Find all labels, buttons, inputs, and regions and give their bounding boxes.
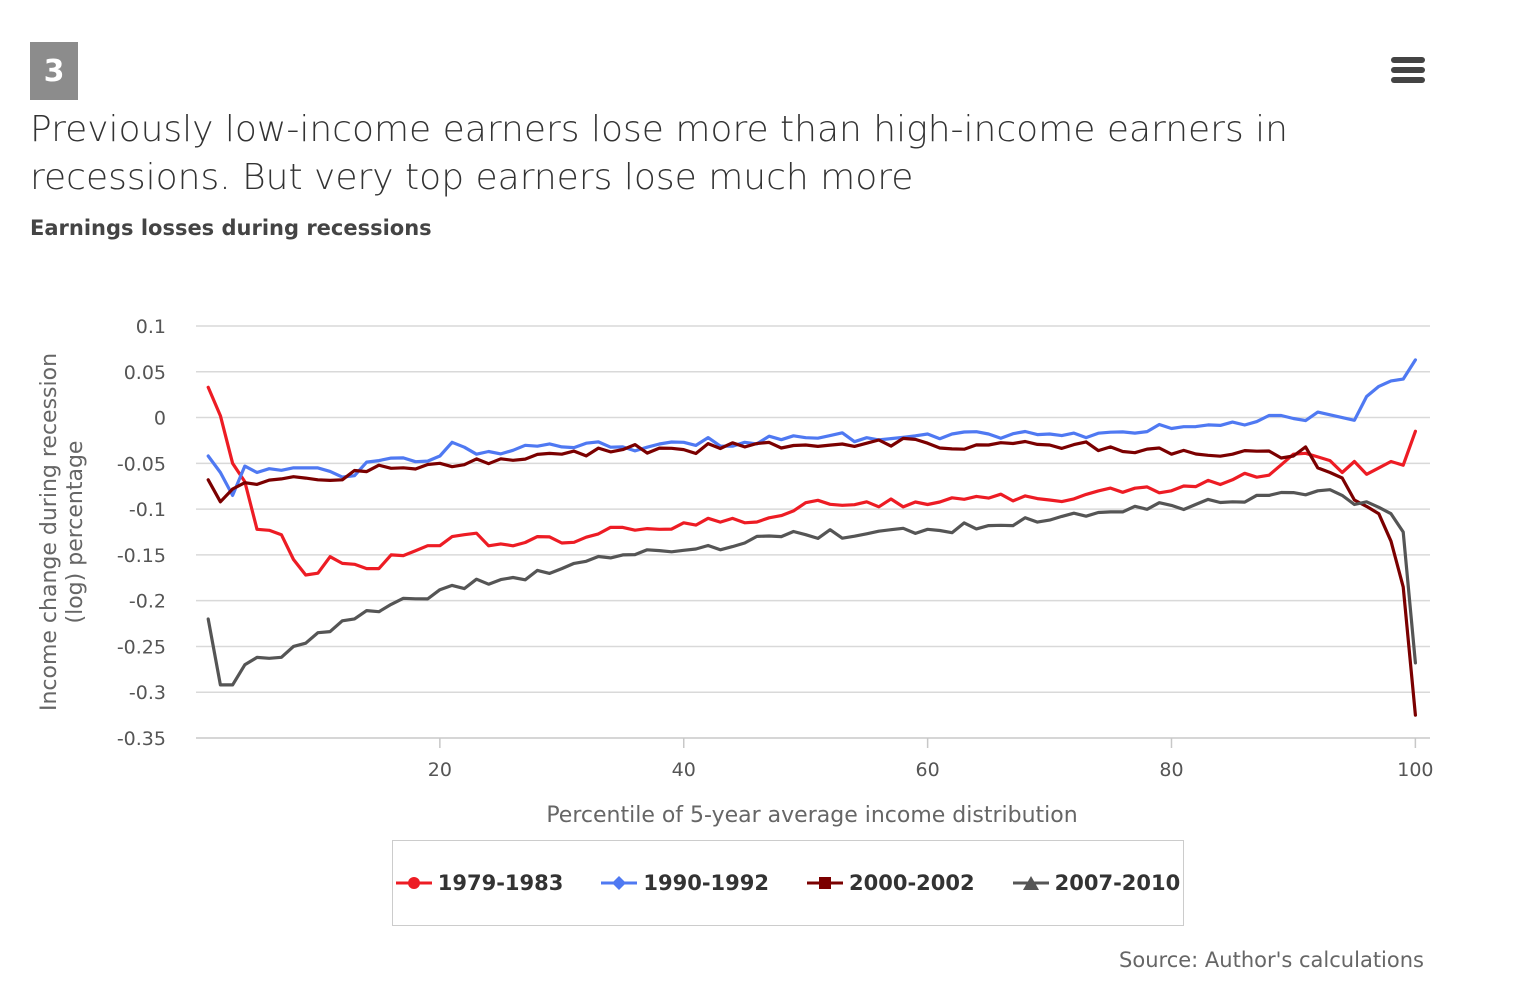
chart-subtitle: Earnings losses during recessions [30, 216, 432, 240]
y-axis-label: Income change during recession (log) per… [37, 353, 88, 711]
y-tick-label: 0 [154, 408, 166, 430]
legend-label: 1979-1983 [437, 871, 564, 895]
legend-label: 1990-1992 [643, 871, 769, 895]
legend-label: 2000-2002 [849, 871, 975, 895]
square-marker-icon [807, 877, 843, 889]
triangle-marker-icon [1012, 876, 1049, 890]
x-tick-label: 100 [1397, 759, 1433, 781]
x-axis-ticks: 20 40 60 80 100 [428, 738, 1434, 781]
x-tick-label: 80 [1159, 759, 1183, 781]
y-tick-label: 0.05 [124, 362, 166, 384]
diamond-marker-icon [601, 876, 638, 890]
hamburger-icon [1391, 57, 1425, 63]
hamburger-icon [1391, 77, 1425, 83]
series-line-1990-1992 [206, 358, 1417, 497]
y-axis-ticks: 0.1 0.05 0 -0.05 -0.1 -0.15 -0.2 -0.25 -0.3 -0.35 [117, 316, 166, 750]
y-tick-label: -0.25 [117, 636, 166, 658]
circle-marker-icon [395, 877, 432, 889]
series-line-2007-2010 [206, 488, 1417, 687]
x-tick-label: 20 [428, 759, 452, 781]
legend-item-1979-1983[interactable]: 1979-1983 [395, 871, 564, 895]
y-tick-label: -0.15 [117, 545, 166, 567]
x-axis-label: Percentile of 5-year average income dist… [546, 803, 1077, 828]
y-tick-label: -0.35 [117, 728, 166, 750]
x-tick-label: 60 [916, 759, 940, 781]
series-lines [206, 358, 1417, 717]
legend-item-2000-2002[interactable]: 2000-2002 [807, 871, 975, 895]
figure-number-badge: 3 [30, 42, 78, 100]
y-axis-label-line2: (log) percentage [63, 441, 88, 624]
legend-item-2007-2010[interactable]: 2007-2010 [1012, 871, 1181, 895]
y-tick-label: 0.1 [136, 316, 166, 338]
y-tick-label: -0.2 [129, 591, 166, 613]
y-tick-label: -0.1 [129, 499, 166, 521]
y-axis-label-line1: Income change during recession [37, 353, 62, 711]
gridlines [196, 325, 1430, 739]
legend-label: 2007-2010 [1054, 871, 1181, 895]
series-line-1979-1983 [206, 385, 1417, 577]
y-tick-label: -0.05 [117, 453, 166, 475]
series-line-2000-2002 [206, 436, 1417, 717]
source-note: Source: Author's calculations [1119, 948, 1424, 972]
y-tick-label: -0.3 [129, 682, 166, 704]
hamburger-icon [1391, 67, 1425, 73]
line-chart: 0.1 0.05 0 -0.05 -0.1 -0.15 -0.2 -0.25 -0.3 -0.35… [37, 316, 1434, 828]
chart-title: Previously low-income earners lose more … [30, 109, 1288, 198]
x-tick-label: 40 [672, 759, 696, 781]
chart-menu-button[interactable] [1388, 56, 1428, 88]
legend-item-1990-1992[interactable]: 1990-1992 [601, 871, 769, 895]
chart-legend: 1979-1983 1990-1992 2000-2002 2007-2010 [392, 840, 1184, 926]
